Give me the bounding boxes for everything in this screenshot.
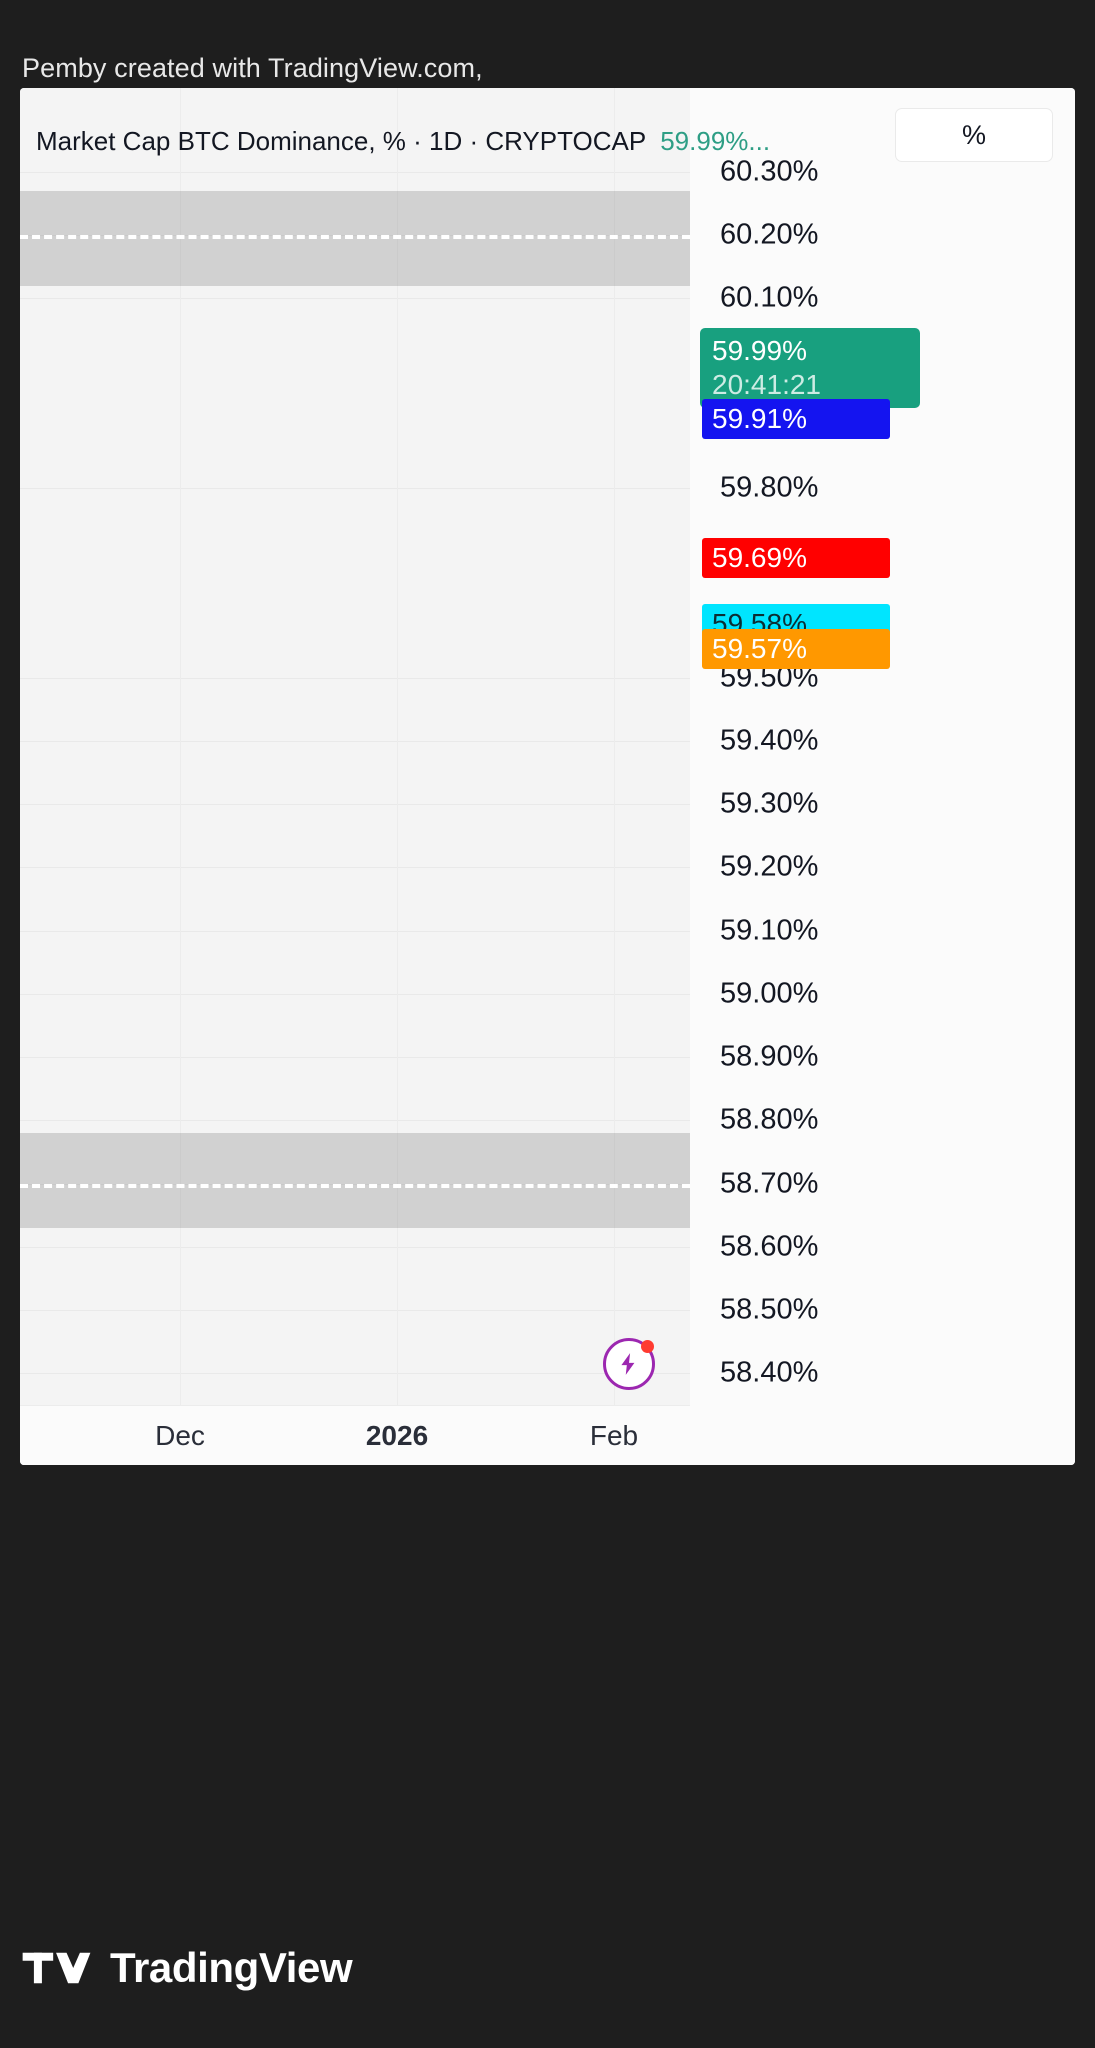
price-tick: 60.20%	[720, 218, 819, 251]
chart-legend[interactable]: Market Cap BTC Dominance, % · 1D · CRYPT…	[36, 126, 770, 157]
gridline-horizontal	[20, 1057, 690, 1059]
price-tick: 59.80%	[720, 471, 819, 504]
chart-card: Market Cap BTC Dominance, % · 1D · CRYPT…	[20, 88, 1075, 1465]
upper-supply-zone-midline	[20, 235, 690, 240]
price-tick: 58.70%	[720, 1167, 819, 1200]
price-tick: 59.10%	[720, 914, 819, 947]
tradingview-brand-label: TradingView	[110, 1944, 353, 1991]
time-tick: Dec	[155, 1420, 205, 1451]
plot-background	[20, 88, 690, 1465]
gridline-horizontal	[20, 804, 690, 806]
tradingview-logo-icon	[22, 1947, 92, 1989]
chart-last-value: 59.99%...	[660, 126, 771, 156]
ma-red-badge[interactable]: 59.69%	[702, 537, 890, 578]
price-tick: 59.40%	[720, 724, 819, 757]
chart-plot-area[interactable]	[20, 88, 690, 1465]
price-tick: 58.50%	[720, 1293, 819, 1326]
price-tick: 60.10%	[720, 281, 819, 314]
price-tick: 58.80%	[720, 1103, 819, 1136]
lower-demand-zone[interactable]	[20, 1133, 690, 1228]
unit-badge[interactable]: %	[895, 108, 1053, 162]
price-axis[interactable]: 60.30% 60.20% 60.10% 59.80% 59.50% 59.40% 59.3…	[690, 88, 1075, 1465]
chart-symbol-label: Market Cap BTC Dominance, % · 1D · CRYPT…	[36, 126, 647, 156]
time-axis[interactable]: Dec 2026 Feb	[20, 1405, 690, 1465]
lower-demand-zone-midline	[20, 1183, 690, 1188]
gridline-horizontal	[20, 298, 690, 300]
price-tick: 59.30%	[720, 787, 819, 820]
gridline-horizontal	[20, 1246, 690, 1248]
attribution-line-1: Pemby created with TradingView.com,	[22, 53, 483, 83]
last-price-badge[interactable]: 59.99% 20:41:21	[700, 327, 920, 408]
price-tick: 58.90%	[720, 1040, 819, 1073]
last-price-badge-value: 59.99%	[712, 334, 807, 366]
time-tick: 2026	[365, 1420, 429, 1451]
gridline-horizontal	[20, 488, 690, 490]
gridline-vertical	[180, 88, 181, 1408]
gridline-horizontal	[20, 1373, 690, 1375]
countdown-label: 20:41:21	[712, 368, 821, 400]
price-tick: 60.30%	[720, 155, 819, 188]
tradingview-footer: TradingView	[22, 1944, 353, 1992]
gridline-horizontal	[20, 867, 690, 869]
ma-orange-badge[interactable]: 59.57%	[702, 629, 890, 670]
price-tick: 59.00%	[720, 977, 819, 1010]
gridline-horizontal	[20, 171, 690, 173]
ma-blue-badge[interactable]: 59.91%	[702, 398, 890, 439]
ma-blue-badge-value: 59.91%	[712, 402, 807, 434]
gridline-horizontal	[20, 930, 690, 932]
gridline-vertical	[614, 88, 615, 1408]
gridline-horizontal	[20, 677, 690, 679]
gridline-horizontal	[20, 1120, 690, 1122]
notification-dot-icon	[641, 1340, 654, 1353]
price-tick: 58.60%	[720, 1230, 819, 1263]
time-tick: Feb	[589, 1420, 639, 1451]
price-tick: 58.40%	[720, 1356, 819, 1389]
price-tick: 59.20%	[720, 850, 819, 883]
gridline-horizontal	[20, 741, 690, 742]
tradingview-bolt-icon	[603, 1338, 655, 1390]
gridline-horizontal	[20, 1310, 690, 1312]
gridline-vertical	[397, 88, 398, 1408]
ma-red-badge-value: 59.69%	[712, 541, 807, 573]
ma-orange-badge-value: 59.57%	[712, 633, 807, 665]
gridline-horizontal	[20, 993, 690, 995]
